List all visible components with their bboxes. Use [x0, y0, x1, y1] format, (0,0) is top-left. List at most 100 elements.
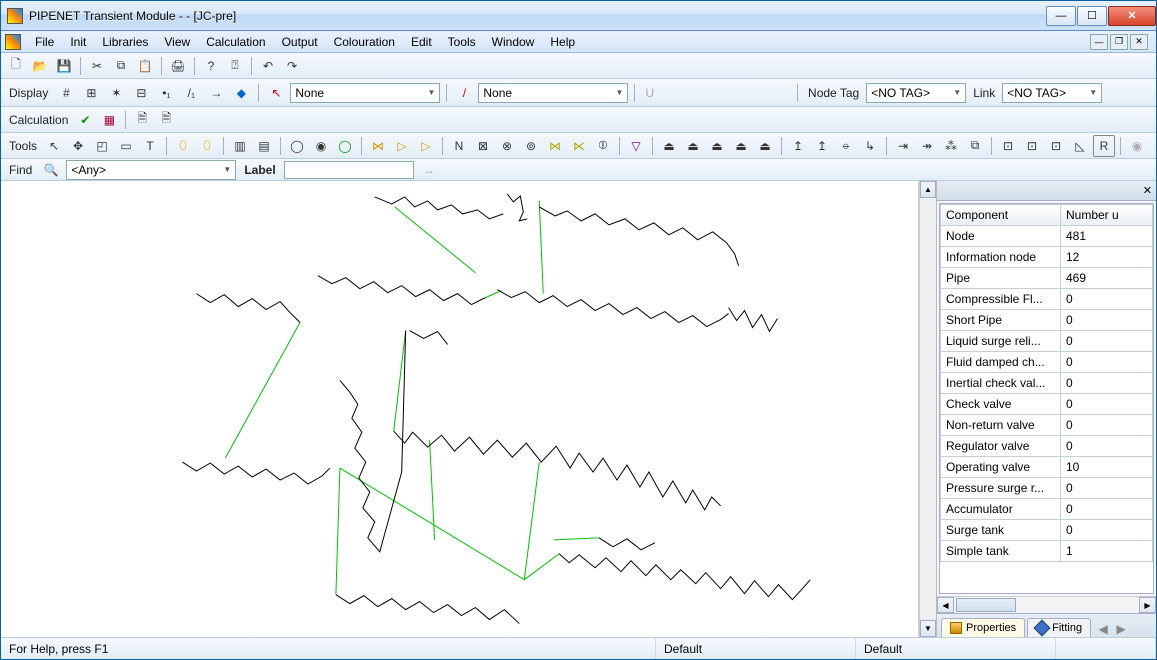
table-row[interactable]: Liquid surge reli...0	[941, 331, 1153, 352]
table-row[interactable]: Information node12	[941, 247, 1153, 268]
print-icon[interactable]: 🖨	[167, 55, 189, 77]
text-icon[interactable]: T	[139, 135, 161, 157]
table-row[interactable]: Fluid damped ch...0	[941, 352, 1153, 373]
pointer-icon[interactable]: ↖	[43, 135, 65, 157]
binoculars-icon[interactable]: 🔍	[40, 159, 62, 181]
display-select-1[interactable]: None	[290, 83, 440, 103]
tab-fittings[interactable]: Fitting	[1027, 618, 1091, 637]
valve-y1-icon[interactable]: ⋈	[544, 135, 566, 157]
doc2-icon[interactable]: 🗎	[155, 109, 177, 131]
circ2-icon[interactable]: ◉	[310, 135, 332, 157]
hscroll-right-icon[interactable]: ▶	[1139, 597, 1156, 613]
r-box-icon[interactable]: R	[1093, 135, 1115, 157]
node-dot-icon[interactable]: •₁	[155, 82, 177, 104]
tab-nav-left-icon[interactable]: ◀	[1095, 621, 1111, 637]
up2-icon[interactable]: ↥	[811, 135, 833, 157]
open-icon[interactable]: 📂	[29, 55, 51, 77]
panel-hscroll[interactable]: ◀ ▶	[937, 596, 1156, 613]
menu-colouration[interactable]: Colouration	[326, 33, 403, 51]
titlebar[interactable]: PIPENET Transient Module - - [JC-pre] — …	[1, 1, 1156, 31]
menu-tools[interactable]: Tools	[440, 33, 484, 51]
comp1-icon[interactable]: ⏏	[658, 135, 680, 157]
menu-help[interactable]: Help	[542, 33, 583, 51]
comp4-icon[interactable]: ⏏	[730, 135, 752, 157]
panel-header[interactable]: ✕	[937, 181, 1156, 201]
whatsthis-icon[interactable]: ⍰	[224, 55, 246, 77]
mdi-close-button[interactable]: ✕	[1130, 34, 1148, 50]
comp5-icon[interactable]: ⏏	[754, 135, 776, 157]
maximize-button[interactable]: ☐	[1077, 6, 1107, 26]
group-icon[interactable]: ⧉	[964, 135, 986, 157]
menu-file[interactable]: File	[27, 33, 62, 51]
outflow-icon[interactable]: ↠	[916, 135, 938, 157]
panel-close-icon[interactable]: ✕	[1143, 184, 1152, 197]
tab-properties[interactable]: Properties	[941, 618, 1025, 637]
link-icon[interactable]: ⦵	[835, 135, 857, 157]
menu-window[interactable]: Window	[484, 33, 543, 51]
star-icon[interactable]: ✶	[105, 82, 127, 104]
minus-box-icon[interactable]: ⊟	[130, 82, 152, 104]
red-stroke-icon[interactable]: ↖	[265, 82, 287, 104]
link-tag-select[interactable]: <NO TAG>	[1002, 83, 1102, 103]
line-icon[interactable]: /₁	[180, 82, 202, 104]
table-row[interactable]: Inertial check val...0	[941, 373, 1153, 394]
menu-init[interactable]: Init	[62, 33, 94, 51]
scroll-down-icon[interactable]: ▼	[920, 620, 936, 637]
hscroll-left-icon[interactable]: ◀	[937, 597, 954, 613]
table-row[interactable]: Accumulator0	[941, 499, 1153, 520]
menu-output[interactable]: Output	[274, 33, 326, 51]
tab-nav-right-icon[interactable]: ▶	[1113, 621, 1129, 637]
n-icon[interactable]: N	[448, 135, 470, 157]
valve2-icon[interactable]: ▷	[391, 135, 413, 157]
table-row[interactable]: Simple tank1	[941, 541, 1153, 562]
menu-edit[interactable]: Edit	[403, 33, 440, 51]
table-row[interactable]: Operating valve10	[941, 457, 1153, 478]
col-icon[interactable]: ▥	[229, 135, 251, 157]
component-table[interactable]: Component Number u Node481Information no…	[939, 203, 1154, 594]
table-row[interactable]: Node481	[941, 226, 1153, 247]
diamond-icon[interactable]: ◆	[230, 82, 252, 104]
new-icon[interactable]: 🗋	[5, 55, 27, 77]
col-number[interactable]: Number u	[1061, 205, 1153, 226]
canvas-vscroll[interactable]: ▲ ▼	[919, 181, 936, 637]
erase1-icon[interactable]: ⬯	[172, 135, 194, 157]
spray-icon[interactable]: ⁂	[940, 135, 962, 157]
table-row[interactable]: Surge tank0	[941, 520, 1153, 541]
br3-icon[interactable]: ⊡	[1045, 135, 1067, 157]
erase2-icon[interactable]: ⬯	[196, 135, 218, 157]
mdi-minimize-button[interactable]: —	[1090, 34, 1108, 50]
find-type-select[interactable]: <Any>	[66, 160, 236, 180]
up1-icon[interactable]: ↥	[787, 135, 809, 157]
table-row[interactable]: Pipe469	[941, 268, 1153, 289]
plus-box-icon[interactable]: ⊞	[80, 82, 102, 104]
red-stroke2-icon[interactable]: /	[453, 82, 475, 104]
col-component[interactable]: Component	[941, 205, 1061, 226]
help-icon[interactable]: ?	[200, 55, 222, 77]
find-label-input[interactable]	[284, 161, 414, 179]
in-icon[interactable]: ⇥	[892, 135, 914, 157]
table-row[interactable]: Compressible Fl...0	[941, 289, 1153, 310]
menu-libraries[interactable]: Libraries	[94, 33, 156, 51]
play-icon[interactable]: ◯	[334, 135, 356, 157]
circ1-icon[interactable]: ◯	[286, 135, 308, 157]
menu-calculation[interactable]: Calculation	[198, 33, 273, 51]
comp2-icon[interactable]: ⏏	[682, 135, 704, 157]
select-rect-icon[interactable]: ▭	[115, 135, 137, 157]
hscroll-thumb[interactable]	[956, 598, 1016, 612]
mdi-restore-button[interactable]: ❐	[1110, 34, 1128, 50]
row-icon[interactable]: ▤	[253, 135, 275, 157]
circle-x-icon[interactable]: ⊗	[496, 135, 518, 157]
undo-icon[interactable]: ↶	[257, 55, 279, 77]
pump-icon[interactable]: ⊚	[520, 135, 542, 157]
table-row[interactable]: Non-return valve0	[941, 415, 1153, 436]
copy-icon[interactable]: ⧉	[110, 55, 132, 77]
close-button[interactable]: ✕	[1108, 6, 1156, 26]
box-x-icon[interactable]: ⊠	[472, 135, 494, 157]
save-icon[interactable]: 💾	[53, 55, 75, 77]
pause-circ-icon[interactable]: ⦶	[592, 135, 614, 157]
angle-icon[interactable]: ◺	[1069, 135, 1091, 157]
move-icon[interactable]: ✥	[67, 135, 89, 157]
comp3-icon[interactable]: ⏏	[706, 135, 728, 157]
menu-view[interactable]: View	[156, 33, 198, 51]
node-tag-select[interactable]: <NO TAG>	[866, 83, 966, 103]
